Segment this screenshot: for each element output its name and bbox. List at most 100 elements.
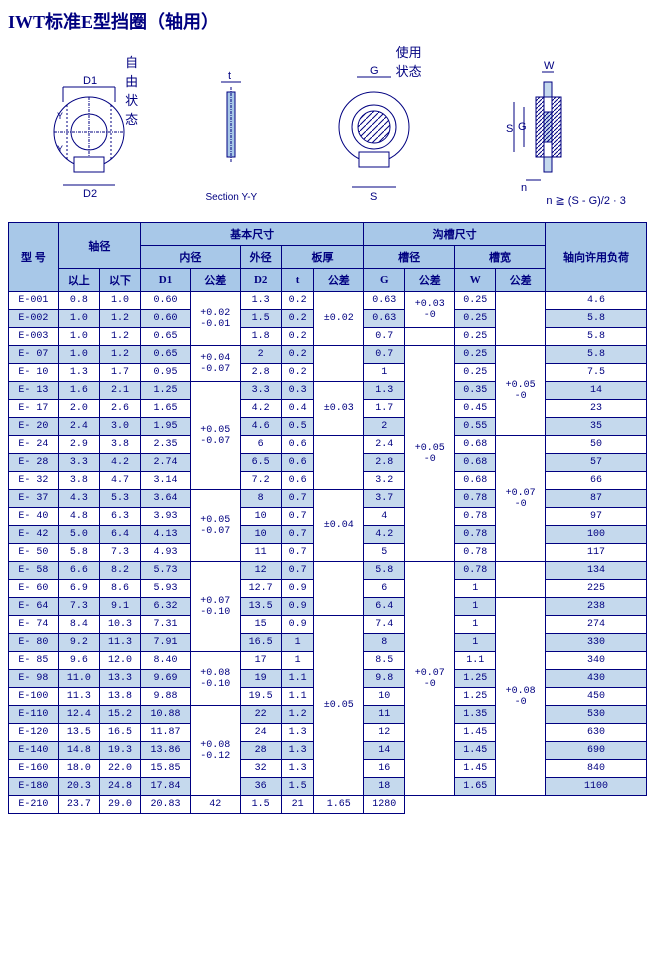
- cell: 1.0: [58, 346, 99, 364]
- cell: +0.03 -0: [405, 292, 455, 328]
- cell: 10: [240, 526, 281, 544]
- diagrams-row: 自由状态 D1 D2 Y Y t: [8, 42, 647, 212]
- cell: 4.3: [58, 490, 99, 508]
- cell: 3.8: [99, 436, 140, 454]
- cell: 0.63: [364, 292, 405, 310]
- cell: 1: [281, 652, 314, 670]
- cell: 0.7: [364, 346, 405, 364]
- cell: 7.4: [364, 616, 405, 634]
- cell: E-120: [9, 724, 59, 742]
- cell: [314, 346, 364, 382]
- cell: 4.6: [240, 418, 281, 436]
- cell: 7.5: [546, 364, 647, 382]
- cell: 12.0: [99, 652, 140, 670]
- cell: 10.88: [141, 706, 191, 724]
- cell: 10: [364, 688, 405, 706]
- svg-text:G: G: [518, 121, 527, 133]
- th-outer-dia: 外径: [240, 246, 281, 269]
- cell: 36: [240, 778, 281, 796]
- cell: E- 42: [9, 526, 59, 544]
- cell: 1.25: [455, 670, 496, 688]
- cell: 1.65: [455, 778, 496, 796]
- cell: 0.6: [281, 436, 314, 454]
- cell: 4.13: [141, 526, 191, 544]
- cell: 3.3: [240, 382, 281, 400]
- cell: 0.45: [455, 400, 496, 418]
- cell: 6.3: [99, 508, 140, 526]
- svg-text:t: t: [228, 70, 231, 82]
- cell: +0.08 -0.12: [190, 706, 240, 796]
- cell: 5.8: [364, 562, 405, 580]
- diagram-free-state: 自由状态 D1 D2 Y Y: [39, 57, 139, 197]
- cell: 7.2: [240, 472, 281, 490]
- cell: 28: [240, 742, 281, 760]
- cell: 5.0: [58, 526, 99, 544]
- formula-label: n ≧ (S - G)/2 · 3: [546, 194, 626, 207]
- cell: 35: [546, 418, 647, 436]
- cell: 13.5: [58, 724, 99, 742]
- cell: 274: [546, 616, 647, 634]
- cell: 430: [546, 670, 647, 688]
- cell: 7.3: [99, 544, 140, 562]
- side-svg: W S G n: [486, 47, 616, 207]
- cell: 20.83: [141, 796, 191, 814]
- cell: 24: [240, 724, 281, 742]
- cell: 0.7: [364, 328, 405, 346]
- cell: 16.5: [240, 634, 281, 652]
- cell: 5.8: [546, 346, 647, 364]
- cell: 0.25: [455, 292, 496, 310]
- cell: 8: [240, 490, 281, 508]
- cell: 0.7: [281, 508, 314, 526]
- cell: [405, 328, 455, 346]
- cell: 13.86: [141, 742, 191, 760]
- cell: 19.5: [240, 688, 281, 706]
- cell: 1.8: [240, 328, 281, 346]
- th-groove-dia: 槽径: [364, 246, 455, 269]
- cell: 9.88: [141, 688, 191, 706]
- cell: E-110: [9, 706, 59, 724]
- cell: 0.68: [455, 436, 496, 454]
- cell: 2.1: [99, 382, 140, 400]
- cell: E- 24: [9, 436, 59, 454]
- cell: E-210: [9, 796, 59, 814]
- cell: E- 85: [9, 652, 59, 670]
- cell: 0.7: [281, 526, 314, 544]
- cell: 840: [546, 760, 647, 778]
- cell: 12: [240, 562, 281, 580]
- cell: 8.5: [364, 652, 405, 670]
- cell: 4.2: [364, 526, 405, 544]
- cell: E- 37: [9, 490, 59, 508]
- cell: 0.3: [281, 382, 314, 400]
- th-model: 型 号: [9, 223, 59, 292]
- cell: 0.2: [281, 364, 314, 382]
- cell: 2.8: [240, 364, 281, 382]
- cell: E- 98: [9, 670, 59, 688]
- cell: E- 50: [9, 544, 59, 562]
- cell: 100: [546, 526, 647, 544]
- cell: 12.7: [240, 580, 281, 598]
- cell: 10: [240, 508, 281, 526]
- cell: 1.1: [281, 688, 314, 706]
- cell: 24.8: [99, 778, 140, 796]
- cell: 1.95: [141, 418, 191, 436]
- cell: 3.2: [364, 472, 405, 490]
- cell: 6.4: [364, 598, 405, 616]
- cell: 1.0: [58, 328, 99, 346]
- cell: 1: [455, 616, 496, 634]
- cell: 4.93: [141, 544, 191, 562]
- cell: 11: [240, 544, 281, 562]
- cell: 0.68: [455, 454, 496, 472]
- th-below: 以下: [99, 269, 140, 292]
- cell: E- 10: [9, 364, 59, 382]
- cell: 3.64: [141, 490, 191, 508]
- cell: 530: [546, 706, 647, 724]
- cell: 0.7: [281, 490, 314, 508]
- cell: 11.3: [99, 634, 140, 652]
- cell: +0.07 -0: [405, 562, 455, 796]
- cell: 1.5: [240, 310, 281, 328]
- cell: +0.07 -0.10: [190, 562, 240, 652]
- cell: 10.3: [99, 616, 140, 634]
- cell: 19.3: [99, 742, 140, 760]
- cell: 16: [364, 760, 405, 778]
- cell: 1.3: [58, 364, 99, 382]
